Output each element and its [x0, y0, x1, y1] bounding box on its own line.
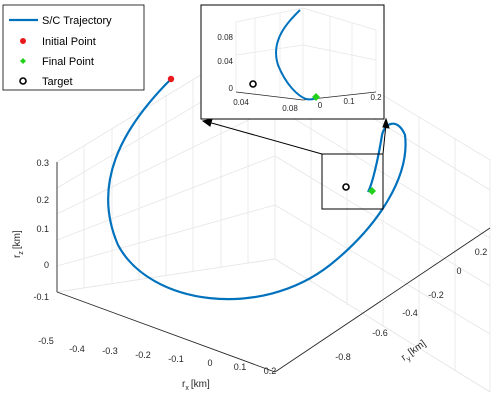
y-tick-label: 0: [456, 266, 461, 276]
x-tick-label: 0: [207, 358, 212, 368]
z-axis-label: rz[km]: [12, 230, 25, 258]
inset-right-tick-label: 0: [318, 101, 323, 110]
inset-trajectory-line: [275, 9, 319, 101]
legend-initial-swatch: [20, 38, 26, 44]
legend-target-swatch: [19, 77, 27, 85]
zoom-connector-arrows: [201, 117, 390, 155]
inset-z-tick-label: 0: [229, 84, 234, 93]
y-tick-labels: -0.8 -0.6 -0.4 -0.2 0 0.2: [335, 247, 487, 362]
inset-right-tick-label: 0.2: [370, 93, 382, 102]
legend-label-initial: Initial Point: [42, 36, 96, 48]
x-tick-label: -0.4: [69, 344, 85, 354]
x-tick-label: -0.5: [38, 336, 54, 346]
inset-left-tick-label: 0.08: [282, 104, 298, 113]
x-tick-label: 0.2: [264, 366, 277, 376]
x-tick-label: 0.1: [234, 362, 247, 372]
inset-final-point-marker: [312, 93, 320, 101]
z-tick-label: 0.3: [36, 158, 49, 168]
y-tick-label: -0.2: [428, 290, 444, 300]
y-tick-label: -0.4: [402, 308, 418, 318]
zoom-region-box: [321, 153, 384, 210]
legend: S/C Trajectory Initial Point Final Point…: [2, 4, 145, 91]
legend-label-trajectory: S/C Trajectory: [42, 15, 112, 27]
y-tick-label: 0.2: [475, 247, 488, 257]
x-tick-label: -0.1: [168, 354, 184, 364]
inset-left-tick-label: 0.04: [233, 98, 249, 107]
final-point-marker: [368, 187, 376, 195]
legend-label-final: Final Point: [42, 56, 94, 68]
x-tick-label: -0.2: [135, 350, 151, 360]
trajectory-series-line: [107, 78, 407, 301]
z-tick-label: 0.2: [36, 195, 49, 205]
x-tick-labels: -0.5 -0.4 -0.3 -0.2 -0.1 0 0.1 0.2: [38, 336, 276, 376]
x-axis-label: rx [km]: [182, 379, 210, 392]
initial-point-marker: [167, 75, 175, 83]
inset-z-tick-label: 0.08: [217, 33, 233, 42]
y-tick-label: -0.6: [372, 328, 388, 338]
legend-label-target: Target: [42, 76, 73, 88]
x-tick-label: -0.3: [102, 346, 118, 356]
inset-zoom-plot: 0.08 0.04 0 0.04 0.08 0 0.1 0.2: [200, 4, 385, 120]
target-marker: [342, 183, 350, 191]
legend-final-swatch: [20, 58, 26, 64]
inset-right-tick-label: 0.1: [343, 97, 355, 106]
z-tick-label: -0.1: [33, 292, 49, 302]
z-tick-label: 0.1: [36, 224, 49, 234]
inset-target-marker: [249, 80, 257, 88]
y-tick-label: -0.8: [335, 352, 351, 362]
inset-z-tick-label: 0.04: [217, 57, 233, 66]
z-tick-label: 0: [44, 260, 49, 270]
z-tick-labels: 0.3 0.2 0.1 0 -0.1: [33, 158, 49, 302]
